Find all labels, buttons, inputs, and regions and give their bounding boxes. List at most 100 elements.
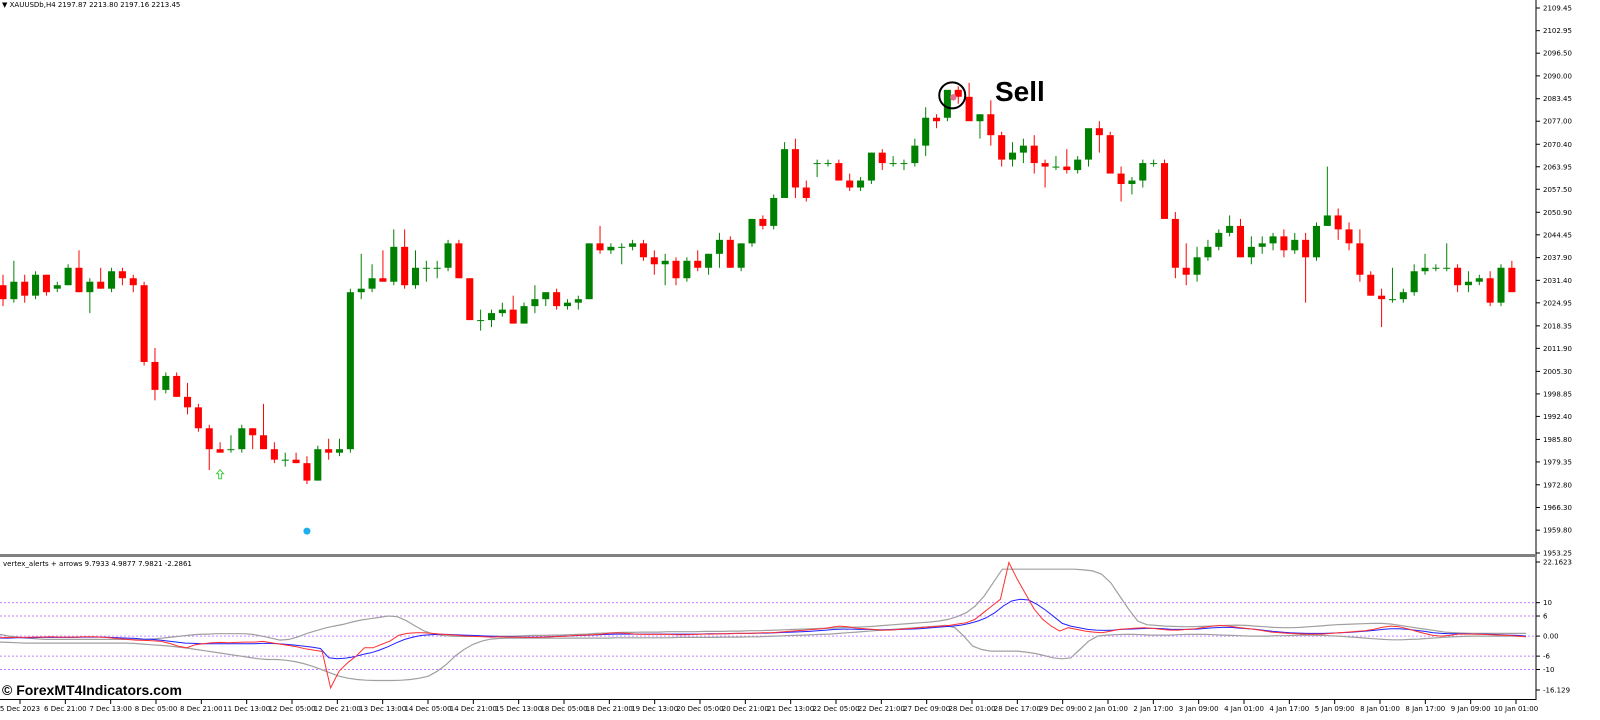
candle-body (1008, 152, 1017, 160)
price-axis-label: 2070.40 (1543, 141, 1572, 149)
time-axis-label: 2 Jan 01:00 (1088, 705, 1128, 713)
candle-body (683, 260, 691, 279)
time-axis-label: 12 Dec 05:00 (268, 705, 315, 713)
time-axis-label: 14 Dec 05:00 (404, 705, 451, 713)
buy-arrow-icon (215, 468, 225, 480)
candle-body (1334, 215, 1342, 230)
candle-body (259, 435, 268, 450)
candle-body (1258, 243, 1266, 247)
time-axis-label: 22 Dec 05:00 (812, 705, 859, 713)
candle-body (563, 302, 571, 307)
candle-body (596, 243, 604, 251)
candle-body (1041, 163, 1049, 167)
candle-body (1454, 267, 1462, 286)
band-lower-line (0, 624, 1526, 682)
time-axis-label: 8 Jan 01:00 (1360, 705, 1400, 713)
candle-body (639, 243, 647, 258)
candle-body (303, 463, 311, 481)
candle-body (53, 285, 61, 289)
candle-body (1160, 163, 1169, 219)
time-axis-label: 5 Dec 2023 (0, 705, 40, 713)
candle-body (1215, 232, 1223, 247)
candle-body (1084, 128, 1093, 160)
price-axis-label: 2024.95 (1543, 299, 1572, 307)
chart-menu-triangle-icon[interactable]: ▼ (2, 1, 8, 9)
time-axis-label: 7 Dec 13:00 (89, 705, 132, 713)
candle-body (1019, 145, 1027, 153)
candle-body (911, 145, 919, 164)
sell-signal-label: Sell (995, 76, 1045, 107)
indicator-axis-label: 22.1623 (1543, 559, 1572, 567)
time-axis-label: 29 Dec 09:00 (1039, 705, 1086, 713)
candle-body (976, 114, 984, 122)
candle-body (151, 361, 159, 390)
candle-body (21, 281, 29, 296)
candle-body (1269, 236, 1277, 244)
price-axis-label: 2005.30 (1543, 368, 1572, 376)
watermark: © ForexMT4Indicators.com (2, 682, 182, 698)
candle-body (987, 114, 995, 136)
candles (0, 82, 1516, 485)
time-axis-label: 21 Dec 13:00 (767, 705, 814, 713)
indicator-axis-label: 0.00 (1543, 633, 1559, 641)
price-axis-label: 2096.50 (1543, 50, 1572, 58)
candle-body (1182, 267, 1190, 275)
candle-body (1345, 229, 1353, 244)
candle-body (1171, 218, 1179, 268)
candle-body (900, 163, 908, 165)
candle-body (1475, 278, 1483, 282)
candle-body (194, 407, 202, 429)
candle-body (1193, 257, 1201, 275)
candle-body (1139, 163, 1147, 181)
price-axis-label: 2090.00 (1543, 72, 1572, 80)
candle-body (42, 274, 50, 293)
candle-body (1443, 267, 1451, 269)
candle-body (1117, 173, 1125, 185)
candle-body (737, 243, 745, 268)
time-axis-label: 4 Jan 01:00 (1224, 705, 1264, 713)
time-axis-label: 28 Dec 17:00 (994, 705, 1041, 713)
candle-body (227, 449, 235, 451)
candle-body (1486, 278, 1494, 303)
time-axis-label: 11 Dec 13:00 (223, 705, 270, 713)
candle-body (325, 449, 333, 453)
candle-body (1312, 225, 1320, 258)
candle-body (379, 278, 387, 282)
candle-body (1367, 274, 1375, 296)
candle-body (1378, 295, 1386, 300)
fast-signal-line (0, 561, 1527, 690)
candle-body (509, 309, 517, 324)
time-axis-label: 12 Dec 21:00 (314, 705, 361, 713)
time-axis: 5 Dec 2023 6 Dec 21:00 7 Dec 13:00 8 Dec 05… (0, 700, 1538, 713)
price-axis-label: 1966.30 (1543, 504, 1572, 512)
indicator-lines (0, 561, 1527, 690)
price-axis-label: 2083.45 (1543, 95, 1572, 103)
candle-body (715, 239, 723, 254)
indicator-axis-label: -10 (1543, 666, 1554, 674)
candle-body (824, 163, 832, 165)
candle-body (1236, 225, 1245, 258)
candle-body (1421, 267, 1429, 272)
candle-body (444, 243, 452, 268)
time-axis-label: 4 Jan 17:00 (1269, 705, 1309, 713)
candle-body (661, 260, 669, 265)
band-upper-line (0, 568, 1526, 641)
candle-body (1508, 267, 1516, 293)
candle-body (1128, 180, 1136, 185)
price-axis-label: 1959.80 (1543, 527, 1572, 535)
sell-circle-marker (938, 81, 967, 110)
price-axis-label: 2011.90 (1543, 345, 1572, 353)
time-axis-label: 19 Dec 13:00 (631, 705, 678, 713)
candle-body (1063, 166, 1071, 171)
indicator-axis: 22.1623 10 6 0.00 -6 -10 -16.129 (1536, 559, 1572, 695)
candle-body (1497, 267, 1505, 303)
candle-body (455, 243, 463, 279)
candle-body (1030, 145, 1038, 164)
pane-separator (0, 554, 1536, 557)
candle-body (835, 163, 843, 181)
candle-body (759, 218, 767, 226)
candle-body (889, 163, 897, 165)
candle-body (726, 239, 734, 268)
candle-body (965, 96, 973, 122)
